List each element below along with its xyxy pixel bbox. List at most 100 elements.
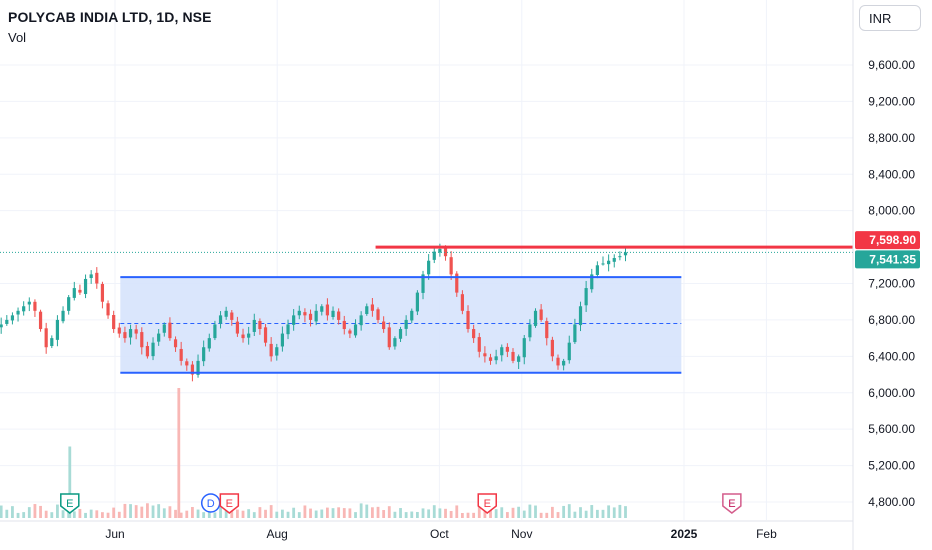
candle[interactable] bbox=[460, 294, 464, 311]
candle[interactable] bbox=[89, 274, 93, 279]
candle[interactable] bbox=[325, 304, 330, 316]
candle[interactable] bbox=[252, 319, 256, 332]
candle[interactable] bbox=[483, 353, 487, 357]
candle[interactable] bbox=[224, 310, 228, 317]
candle[interactable] bbox=[415, 292, 419, 312]
candle[interactable] bbox=[213, 324, 217, 339]
candle[interactable] bbox=[398, 329, 403, 339]
candle[interactable] bbox=[230, 312, 234, 320]
candle[interactable] bbox=[612, 258, 616, 262]
candle[interactable] bbox=[528, 324, 532, 338]
candle[interactable] bbox=[449, 257, 453, 275]
candle[interactable] bbox=[117, 327, 121, 334]
earnings-marker[interactable]: E bbox=[722, 493, 742, 514]
candle[interactable] bbox=[280, 333, 285, 347]
candle[interactable] bbox=[106, 303, 110, 316]
candle[interactable] bbox=[607, 260, 611, 265]
earnings-icon[interactable] bbox=[477, 493, 497, 514]
candle[interactable] bbox=[488, 357, 493, 361]
candle[interactable] bbox=[533, 310, 538, 326]
candle[interactable] bbox=[342, 320, 346, 330]
earnings-icon[interactable] bbox=[60, 493, 80, 514]
candle[interactable] bbox=[393, 338, 397, 347]
candle[interactable] bbox=[128, 329, 133, 338]
candle[interactable] bbox=[382, 321, 386, 330]
candle[interactable] bbox=[477, 337, 481, 352]
candle[interactable] bbox=[539, 309, 543, 320]
candle[interactable] bbox=[466, 310, 470, 330]
candle[interactable] bbox=[173, 339, 178, 348]
candle[interactable] bbox=[50, 338, 54, 347]
candle[interactable] bbox=[67, 297, 71, 311]
candle[interactable] bbox=[72, 288, 76, 298]
candle[interactable] bbox=[432, 251, 436, 260]
candle[interactable] bbox=[5, 319, 9, 324]
candle[interactable] bbox=[421, 274, 425, 293]
earnings-icon[interactable] bbox=[722, 493, 742, 514]
candle[interactable] bbox=[365, 306, 369, 315]
candle[interactable] bbox=[505, 346, 509, 352]
candle[interactable] bbox=[269, 343, 273, 357]
earnings-marker[interactable]: E bbox=[60, 493, 80, 514]
candle[interactable] bbox=[337, 311, 341, 320]
candle[interactable] bbox=[263, 327, 268, 343]
candle[interactable] bbox=[218, 315, 223, 324]
candle[interactable] bbox=[61, 310, 65, 322]
candle[interactable] bbox=[303, 312, 307, 316]
candle[interactable] bbox=[162, 324, 166, 333]
candle[interactable] bbox=[44, 328, 48, 348]
candle[interactable] bbox=[185, 361, 189, 366]
earnings-marker[interactable]: E bbox=[477, 493, 497, 514]
candle[interactable] bbox=[348, 330, 352, 334]
candle[interactable] bbox=[618, 256, 622, 258]
candle[interactable] bbox=[123, 332, 127, 339]
earnings-icon[interactable] bbox=[219, 493, 240, 514]
candle[interactable] bbox=[100, 284, 105, 302]
candle[interactable] bbox=[140, 332, 144, 348]
candle[interactable] bbox=[590, 274, 594, 290]
candle[interactable] bbox=[601, 263, 605, 265]
candle[interactable] bbox=[562, 360, 566, 366]
candle[interactable] bbox=[387, 327, 391, 348]
candle[interactable] bbox=[112, 314, 116, 330]
candle[interactable] bbox=[370, 304, 374, 311]
candle[interactable] bbox=[78, 289, 82, 293]
candle[interactable] bbox=[286, 324, 290, 335]
candle[interactable] bbox=[38, 311, 43, 330]
candle[interactable] bbox=[494, 356, 498, 361]
candle[interactable] bbox=[151, 342, 155, 357]
candle[interactable] bbox=[134, 329, 138, 334]
candle[interactable] bbox=[472, 329, 476, 339]
candle[interactable] bbox=[83, 278, 88, 295]
candle[interactable] bbox=[511, 351, 515, 361]
candle[interactable] bbox=[297, 310, 301, 316]
candle[interactable] bbox=[27, 301, 31, 305]
candle[interactable] bbox=[455, 273, 459, 293]
candle[interactable] bbox=[190, 364, 195, 375]
candle[interactable] bbox=[573, 324, 577, 343]
candle[interactable] bbox=[95, 272, 99, 284]
candle[interactable] bbox=[522, 338, 526, 358]
candle[interactable] bbox=[376, 309, 380, 320]
candle[interactable] bbox=[595, 265, 599, 275]
candle[interactable] bbox=[235, 321, 240, 334]
symbol-title[interactable]: POLYCAB INDIA LTD, 1D, NSE bbox=[8, 9, 212, 25]
dividend-marker[interactable]: D bbox=[200, 493, 221, 513]
candle[interactable] bbox=[241, 334, 245, 339]
candle[interactable] bbox=[359, 315, 363, 326]
candle[interactable] bbox=[275, 347, 279, 356]
candle[interactable] bbox=[196, 360, 200, 375]
candle[interactable] bbox=[443, 247, 448, 257]
candle[interactable] bbox=[353, 324, 358, 336]
earnings-marker[interactable]: E bbox=[219, 493, 240, 514]
candle[interactable] bbox=[320, 306, 324, 312]
candle[interactable] bbox=[55, 319, 60, 340]
candle[interactable] bbox=[258, 320, 262, 330]
candle[interactable] bbox=[16, 310, 20, 315]
candle[interactable] bbox=[207, 338, 211, 349]
candle[interactable] bbox=[550, 339, 554, 357]
candle[interactable] bbox=[157, 333, 161, 342]
candle[interactable] bbox=[584, 288, 588, 306]
candle[interactable] bbox=[517, 356, 521, 362]
